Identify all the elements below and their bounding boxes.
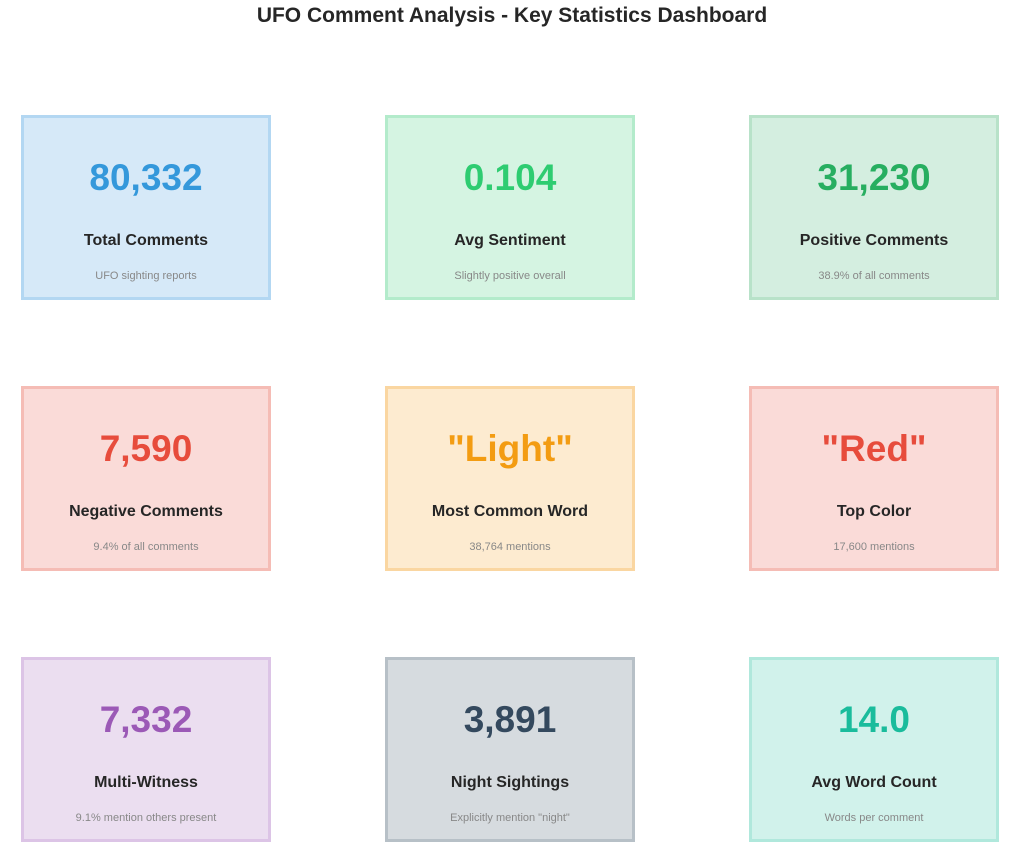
card-night-sightings: 3,891 Night Sightings Explicitly mention… [385, 657, 635, 842]
card-avg-word-count: 14.0 Avg Word Count Words per comment [749, 657, 999, 842]
card-subtitle: 38.9% of all comments [818, 270, 930, 282]
card-value: 14.0 [837, 699, 910, 740]
card-value: 7,332 [99, 699, 193, 740]
card-label: Multi-Witness [94, 774, 198, 791]
card-label: Night Sightings [450, 774, 570, 791]
card-subtitle: 9.4% of all comments [93, 541, 199, 553]
card-subtitle: 17,600 mentions [833, 541, 915, 553]
card-subtitle: Slightly positive overall [454, 270, 566, 282]
card-subtitle: UFO sighting reports [95, 270, 197, 282]
card-subtitle: Explicitly mention "night" [450, 812, 570, 824]
dashboard-title: UFO Comment Analysis - Key Statistics Da… [256, 4, 768, 27]
card-positive-comments: 31,230 Positive Comments 38.9% of all co… [749, 115, 999, 300]
card-label: Negative Comments [69, 503, 223, 520]
card-most-common-word: "Light" Most Common Word 38,764 mentions [385, 386, 635, 571]
card-subtitle: 9.1% mention others present [75, 812, 217, 824]
card-value: 7,590 [99, 428, 193, 469]
card-value: 31,230 [817, 157, 931, 198]
card-value: 80,332 [89, 157, 203, 198]
card-label: Avg Word Count [811, 774, 937, 791]
card-avg-sentiment: 0.104 Avg Sentiment Slightly positive ov… [385, 115, 635, 300]
card-subtitle: Words per comment [824, 812, 924, 824]
card-multi-witness: 7,332 Multi-Witness 9.1% mention others … [21, 657, 271, 842]
card-label: Avg Sentiment [454, 232, 566, 249]
card-value: 0.104 [463, 157, 557, 198]
card-label: Positive Comments [799, 232, 949, 249]
card-label: Top Color [836, 503, 912, 520]
card-top-color: "Red" Top Color 17,600 mentions [749, 386, 999, 571]
card-negative-comments: 7,590 Negative Comments 9.4% of all comm… [21, 386, 271, 571]
card-value: "Red" [821, 428, 927, 469]
card-value: "Light" [447, 428, 573, 469]
card-total-comments: 80,332 Total Comments UFO sighting repor… [21, 115, 271, 300]
card-label: Most Common Word [431, 503, 589, 520]
card-subtitle: 38,764 mentions [469, 541, 551, 553]
card-label: Total Comments [83, 232, 209, 249]
card-value: 3,891 [463, 699, 557, 740]
